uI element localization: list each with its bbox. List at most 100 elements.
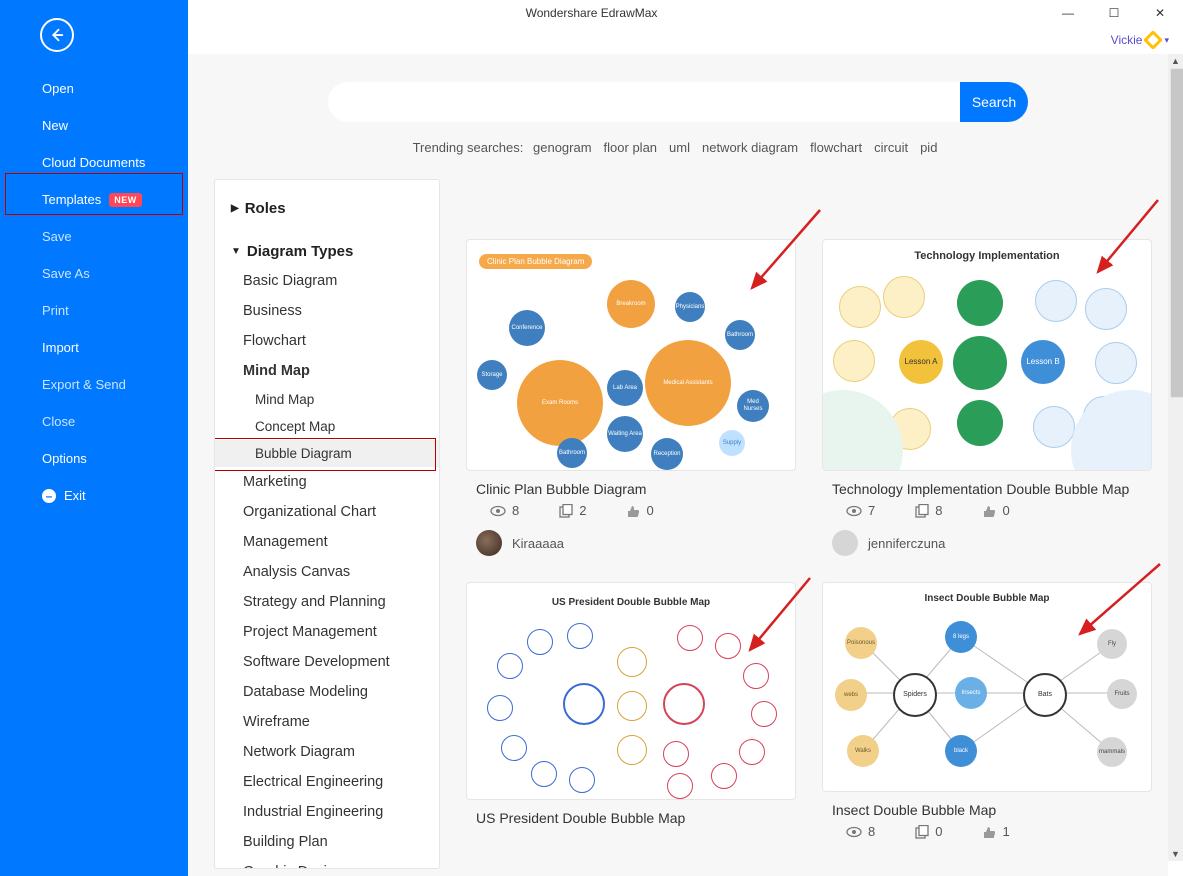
- template-title: Clinic Plan Bubble Diagram: [476, 481, 796, 497]
- category-item[interactable]: Wireframe: [215, 707, 439, 737]
- sidebar-item-label: Import: [42, 340, 79, 355]
- vertical-scrollbar[interactable]: ▲ ▼: [1168, 54, 1183, 861]
- section-diagram-types[interactable]: ▼ Diagram Types: [215, 237, 439, 266]
- sidebar-item-label: Options: [42, 451, 87, 466]
- category-item[interactable]: Building Plan: [215, 827, 439, 857]
- sidebar-item-print[interactable]: Print: [0, 292, 188, 329]
- author-name: jenniferczuna: [868, 536, 945, 551]
- sidebar-item-label: Print: [42, 303, 69, 318]
- user-menu-caret-icon[interactable]: ▾: [1164, 35, 1169, 46]
- category-item[interactable]: Analysis Canvas: [215, 557, 439, 587]
- copies-icon: [559, 504, 573, 518]
- template-author[interactable]: jenniferczuna: [822, 518, 1152, 556]
- trending-link[interactable]: circuit: [874, 140, 908, 155]
- category-panel: ▶ Roles ▼ Diagram Types Basic DiagramBus…: [214, 179, 440, 869]
- template-title: Technology Implementation Double Bubble …: [832, 481, 1152, 497]
- author-name: Kiraaaaa: [512, 536, 564, 551]
- sidebar-item-label: Export & Send: [42, 377, 126, 392]
- template-thumbnail[interactable]: Technology Implementation Lesson A: [822, 239, 1152, 471]
- sidebar-item-exit[interactable]: –Exit: [0, 477, 188, 514]
- category-item[interactable]: Graphic Design: [215, 857, 439, 869]
- views-icon: [846, 505, 862, 517]
- category-item[interactable]: Software Development: [215, 647, 439, 677]
- trending-label: Trending searches:: [413, 140, 524, 155]
- sidebar-item-options[interactable]: Options: [0, 440, 188, 477]
- section-types-label: Diagram Types: [247, 243, 353, 260]
- trending-searches: Trending searches: genogram floor plan uml…: [188, 140, 1168, 155]
- category-item[interactable]: Organizational Chart: [215, 497, 439, 527]
- avatar: [476, 530, 502, 556]
- scroll-down-icon[interactable]: ▼: [1168, 847, 1183, 861]
- search-button[interactable]: Search: [960, 82, 1028, 122]
- thumb-title: US President Double Bubble Map: [467, 597, 795, 608]
- sidebar-item-label: Save: [42, 229, 72, 244]
- category-item[interactable]: Business: [215, 296, 439, 326]
- trending-link[interactable]: pid: [920, 140, 937, 155]
- category-item[interactable]: Project Management: [215, 617, 439, 647]
- template-thumbnail[interactable]: Clinic Plan Bubble Diagram Exam Rooms Me…: [466, 239, 796, 471]
- copies-icon: [915, 825, 929, 839]
- caret-right-icon: ▶: [231, 203, 239, 214]
- category-subitem[interactable]: Concept Map: [215, 413, 439, 440]
- trending-link[interactable]: floor plan: [604, 140, 657, 155]
- sidebar-item-label: Exit: [64, 488, 86, 503]
- sidebar-item-templates[interactable]: TemplatesNEW: [0, 181, 188, 218]
- template-thumbnail[interactable]: Insect Double Bubble Map Spiders Bats Po…: [822, 582, 1152, 792]
- sidebar-item-open[interactable]: Open: [0, 70, 188, 107]
- category-item[interactable]: Basic Diagram: [215, 266, 439, 296]
- sidebar-item-save-as[interactable]: Save As: [0, 255, 188, 292]
- user-name[interactable]: Vickie: [1111, 33, 1143, 47]
- template-card: Technology Implementation Lesson A: [822, 239, 1152, 556]
- thumb-badge: Clinic Plan Bubble Diagram: [479, 254, 592, 269]
- category-item[interactable]: Management: [215, 527, 439, 557]
- trending-link[interactable]: genogram: [533, 140, 592, 155]
- section-roles[interactable]: ▶ Roles: [215, 194, 439, 223]
- trending-link[interactable]: network diagram: [702, 140, 798, 155]
- search-bar: Search: [328, 82, 1028, 122]
- template-stats: 8 0 1: [822, 824, 1152, 839]
- back-button[interactable]: [40, 18, 74, 52]
- category-item[interactable]: Database Modeling: [215, 677, 439, 707]
- sidebar-item-import[interactable]: Import: [0, 329, 188, 366]
- category-item[interactable]: Strategy and Planning: [215, 587, 439, 617]
- template-author[interactable]: Kiraaaaa: [466, 518, 796, 556]
- exit-icon: –: [42, 489, 56, 503]
- sidebar-item-new[interactable]: New: [0, 107, 188, 144]
- search-input[interactable]: [328, 82, 960, 122]
- scroll-up-icon[interactable]: ▲: [1168, 54, 1183, 68]
- maximize-button[interactable]: ☐: [1091, 0, 1137, 26]
- category-subitem[interactable]: Bubble Diagram: [215, 440, 439, 467]
- sidebar-item-close[interactable]: Close: [0, 403, 188, 440]
- template-stats: 7 8 0: [822, 503, 1152, 518]
- window-controls: — ☐ ✕: [1045, 0, 1183, 26]
- template-card: Clinic Plan Bubble Diagram Exam Rooms Me…: [466, 239, 796, 556]
- category-item[interactable]: Flowchart: [215, 326, 439, 356]
- category-item[interactable]: Marketing: [215, 467, 439, 497]
- template-title: US President Double Bubble Map: [476, 810, 796, 826]
- sidebar-item-label: New: [42, 118, 68, 133]
- sidebar-item-label: Open: [42, 81, 74, 96]
- category-subitem[interactable]: Mind Map: [215, 386, 439, 413]
- main-area: Search Trending searches: genogram floor …: [188, 54, 1168, 876]
- sidebar-item-cloud-documents[interactable]: Cloud Documents: [0, 144, 188, 181]
- sidebar-item-save[interactable]: Save: [0, 218, 188, 255]
- template-card: Insect Double Bubble Map Spiders Bats Po…: [822, 582, 1152, 839]
- category-item[interactable]: Network Diagram: [215, 737, 439, 767]
- likes-icon: [982, 825, 996, 839]
- sidebar-item-label: Cloud Documents: [42, 155, 145, 170]
- category-item[interactable]: Electrical Engineering: [215, 767, 439, 797]
- scrollbar-thumb[interactable]: [1170, 68, 1183, 398]
- trending-link[interactable]: flowchart: [810, 140, 862, 155]
- caret-down-icon: ▼: [231, 246, 241, 257]
- minimize-button[interactable]: —: [1045, 0, 1091, 26]
- sidebar: Open New Cloud Documents TemplatesNEW Save Sa…: [0, 0, 188, 876]
- sidebar-item-export-send[interactable]: Export & Send: [0, 366, 188, 403]
- app-title: Wondershare EdrawMax: [526, 6, 658, 20]
- close-button[interactable]: ✕: [1137, 0, 1183, 26]
- likes-icon: [626, 504, 640, 518]
- category-item[interactable]: Industrial Engineering: [215, 797, 439, 827]
- thumb-title: Technology Implementation: [823, 250, 1151, 262]
- template-thumbnail[interactable]: US President Double Bubble Map: [466, 582, 796, 800]
- trending-link[interactable]: uml: [669, 140, 690, 155]
- category-item[interactable]: Mind Map: [215, 356, 439, 386]
